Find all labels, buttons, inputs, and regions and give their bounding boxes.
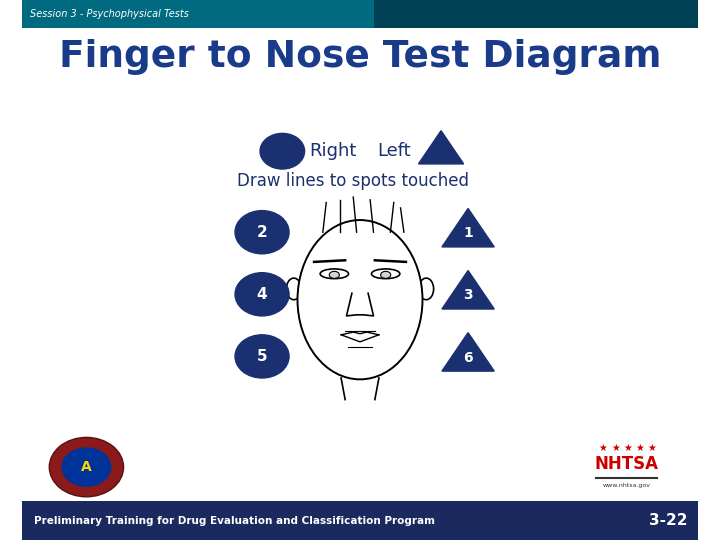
Text: 3: 3 xyxy=(463,288,473,302)
Text: ★: ★ xyxy=(635,443,644,453)
Ellipse shape xyxy=(287,278,301,300)
Ellipse shape xyxy=(372,269,400,279)
Text: Left: Left xyxy=(377,142,410,160)
Text: Session 3 - Psychophysical Tests: Session 3 - Psychophysical Tests xyxy=(30,9,189,19)
FancyBboxPatch shape xyxy=(22,0,394,28)
Circle shape xyxy=(49,437,124,497)
Text: 6: 6 xyxy=(463,350,473,365)
Text: ★: ★ xyxy=(647,443,656,453)
Text: 5: 5 xyxy=(257,349,267,364)
Text: NHTSA: NHTSA xyxy=(595,455,659,474)
Circle shape xyxy=(235,211,289,254)
Ellipse shape xyxy=(329,271,339,279)
Ellipse shape xyxy=(297,220,423,379)
Text: ★: ★ xyxy=(599,443,608,453)
Ellipse shape xyxy=(320,269,348,279)
FancyBboxPatch shape xyxy=(22,0,698,28)
Text: 3-22: 3-22 xyxy=(649,513,688,528)
Text: ★: ★ xyxy=(623,443,632,453)
Text: Finger to Nose Test Diagram: Finger to Nose Test Diagram xyxy=(59,39,661,75)
Polygon shape xyxy=(418,131,464,164)
Ellipse shape xyxy=(419,278,433,300)
Text: www.nhtsa.gov: www.nhtsa.gov xyxy=(603,483,651,489)
Text: 2: 2 xyxy=(256,225,267,240)
Circle shape xyxy=(235,335,289,378)
Polygon shape xyxy=(374,0,414,28)
Text: ★: ★ xyxy=(611,443,620,453)
Text: A: A xyxy=(81,460,91,474)
Text: Preliminary Training for Drug Evaluation and Classification Program: Preliminary Training for Drug Evaluation… xyxy=(35,516,436,525)
Circle shape xyxy=(235,273,289,316)
Text: Right: Right xyxy=(310,142,356,160)
Circle shape xyxy=(60,447,112,488)
Circle shape xyxy=(260,133,305,169)
Ellipse shape xyxy=(381,271,391,279)
Polygon shape xyxy=(442,333,494,371)
Text: 4: 4 xyxy=(257,287,267,302)
Text: 1: 1 xyxy=(463,226,473,240)
Polygon shape xyxy=(442,271,494,309)
Polygon shape xyxy=(442,208,494,247)
Text: Draw lines to spots touched: Draw lines to spots touched xyxy=(238,172,469,190)
FancyBboxPatch shape xyxy=(22,501,698,540)
